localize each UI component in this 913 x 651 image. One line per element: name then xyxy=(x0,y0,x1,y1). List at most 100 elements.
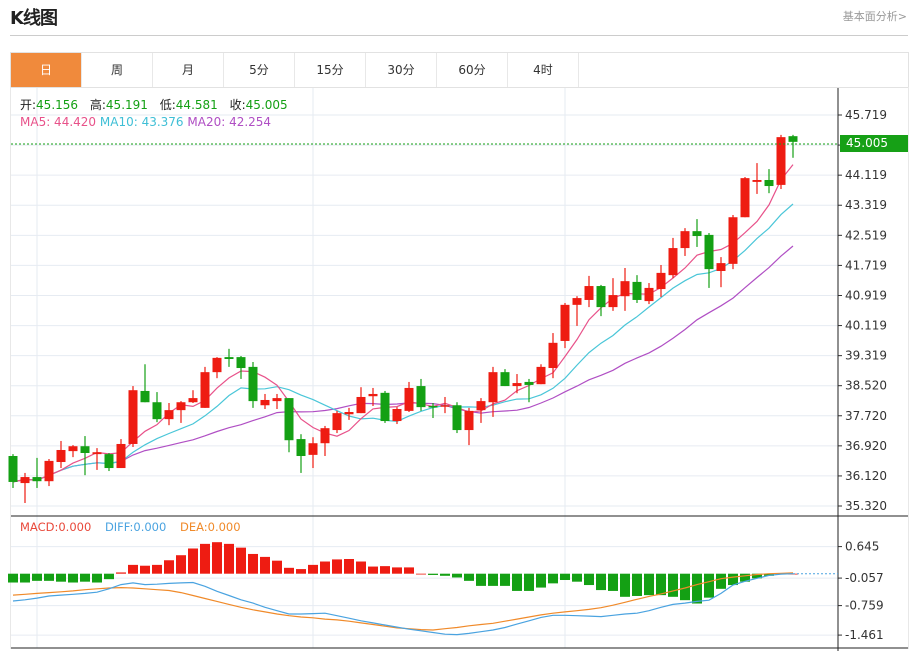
ma20-line xyxy=(12,245,794,483)
tab-30min[interactable]: 30分 xyxy=(366,53,437,87)
candle-up xyxy=(776,137,786,185)
candle-down xyxy=(296,439,306,457)
candle-down xyxy=(8,456,18,482)
low-label: 低: xyxy=(159,98,176,112)
macd-bar xyxy=(620,573,630,597)
ma10-line xyxy=(12,203,794,483)
macd-bar xyxy=(332,559,342,574)
tab-4hour[interactable]: 4时 xyxy=(508,53,579,87)
macd-bar xyxy=(548,573,558,584)
candle-up xyxy=(644,287,654,302)
macd-bar xyxy=(632,573,642,596)
candle-up xyxy=(668,248,678,276)
fundamental-analysis-link[interactable]: 基本面分析> xyxy=(842,10,907,23)
candle-down xyxy=(764,180,774,187)
diff-value: DIFF:0.000 xyxy=(104,520,167,534)
macd-bar xyxy=(44,573,54,581)
macd-bar xyxy=(68,573,78,583)
candle-up xyxy=(272,398,282,402)
macd-bar xyxy=(536,573,546,588)
y-tick-label: 44.119 xyxy=(845,168,887,182)
candle-up xyxy=(56,449,66,463)
candle-down xyxy=(692,231,702,237)
tab-month[interactable]: 月 xyxy=(153,53,224,87)
macd-bar xyxy=(584,573,594,586)
macd-value: MACD:0.000 xyxy=(20,520,92,534)
tab-week[interactable]: 周 xyxy=(82,53,153,87)
candle-down xyxy=(452,405,462,431)
y-tick-label: 42.519 xyxy=(845,228,887,242)
tab-5min[interactable]: 5分 xyxy=(224,53,295,87)
candle-down xyxy=(524,381,534,385)
tab-60min[interactable]: 60分 xyxy=(437,53,508,87)
candle-down xyxy=(596,286,606,308)
macd-bar xyxy=(716,573,726,589)
macd-bar xyxy=(32,573,42,581)
candle-up xyxy=(188,398,198,403)
candle-up xyxy=(320,428,330,444)
macd-bar xyxy=(8,573,18,583)
candle-up xyxy=(728,217,738,264)
candle-up xyxy=(404,387,414,411)
candle-down xyxy=(236,357,246,369)
y-tick-label: 45.719 xyxy=(845,108,887,122)
macd-bar xyxy=(728,573,738,586)
macd-bar xyxy=(752,573,762,579)
open-label: 开: xyxy=(20,98,37,112)
macd-bar xyxy=(152,564,162,574)
candle-up xyxy=(260,399,270,406)
macd-bar xyxy=(668,573,678,597)
open-value: 45.156 xyxy=(36,98,79,112)
chart-frame xyxy=(10,87,909,649)
macd-bar xyxy=(284,567,294,574)
macd-bar xyxy=(356,561,366,574)
diff-line xyxy=(12,573,794,636)
candle-up xyxy=(68,446,78,452)
macd-bar xyxy=(644,573,654,596)
candle-up xyxy=(740,178,750,218)
high-value: 45.191 xyxy=(105,98,148,112)
candle-up xyxy=(392,409,402,422)
macd-y-tick-label: -0.057 xyxy=(845,571,884,585)
macd-info: MACD:0.000 DIFF:0.000 DEA:0.000 xyxy=(20,520,241,534)
y-tick-label: 39.319 xyxy=(845,349,887,363)
candle-down xyxy=(704,234,714,270)
candle-up xyxy=(536,366,546,385)
y-tick-label: 37.720 xyxy=(845,409,887,423)
candle-down xyxy=(152,402,162,420)
candle-up xyxy=(332,413,342,431)
macd-bar xyxy=(692,573,702,604)
candle-up xyxy=(308,443,318,455)
candle-up xyxy=(584,286,594,300)
macd-bar xyxy=(416,573,426,575)
macd-bar xyxy=(200,543,210,574)
ohlc-info: 开:45.156 高:45.191 低:44.581 收:45.005 xyxy=(20,96,296,113)
macd-bar xyxy=(164,560,174,574)
low-value: 44.581 xyxy=(175,98,218,112)
tab-day[interactable]: 日 xyxy=(11,53,82,87)
candle-up xyxy=(200,372,210,408)
tab-15min[interactable]: 15分 xyxy=(295,53,366,87)
candle-up xyxy=(212,357,222,373)
macd-bar xyxy=(188,548,198,574)
y-tick-label: 43.319 xyxy=(845,198,887,212)
macd-y-tick-label: -0.759 xyxy=(845,599,884,613)
macd-y-tick-label: 0.645 xyxy=(845,540,879,554)
macd-bar xyxy=(500,573,510,586)
candle-up xyxy=(716,263,726,272)
candle-up xyxy=(680,231,690,249)
candle-up xyxy=(656,272,666,290)
macd-bar xyxy=(224,543,234,574)
macd-bar xyxy=(20,573,30,583)
candle-up xyxy=(128,390,138,444)
candle-up xyxy=(440,405,450,407)
macd-bar xyxy=(176,555,186,574)
high-label: 高: xyxy=(89,98,106,112)
candle-down xyxy=(224,357,234,359)
ma10-value: MA10: 43.376 xyxy=(99,115,184,129)
y-tick-label: 36.920 xyxy=(845,439,887,453)
candle-up xyxy=(44,460,54,482)
macd-bar xyxy=(428,573,438,575)
ma-info: MA5: 44.420 MA10: 43.376 MA20: 42.254 xyxy=(20,115,271,129)
